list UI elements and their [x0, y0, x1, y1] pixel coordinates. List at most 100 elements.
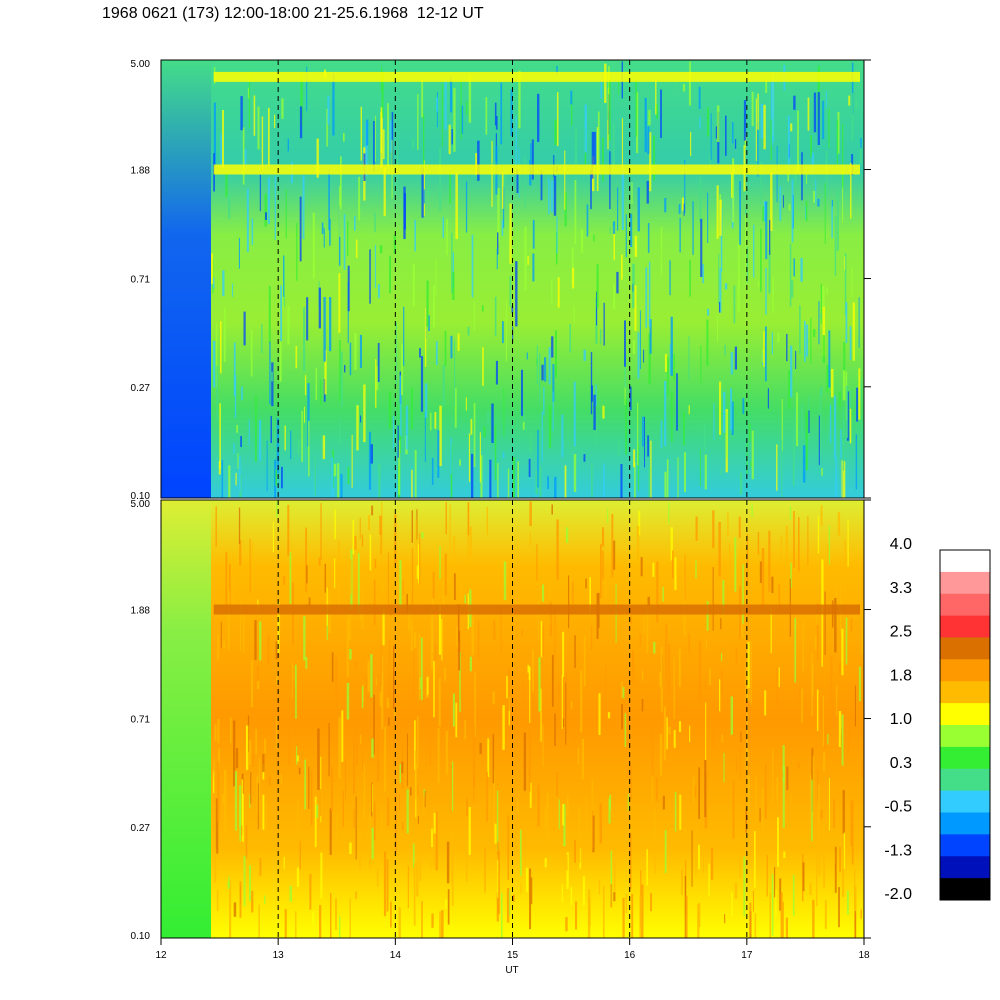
texture-streak — [450, 335, 453, 359]
texture-streak — [328, 168, 330, 231]
texture-streak — [465, 397, 467, 411]
texture-streak — [294, 664, 297, 719]
texture-streak — [341, 710, 344, 762]
texture-streak — [638, 510, 641, 536]
texture-streak — [689, 725, 691, 743]
texture-streak — [314, 457, 316, 497]
texture-streak — [818, 852, 821, 876]
texture-streak — [665, 623, 668, 682]
texture-streak — [798, 687, 802, 728]
texture-streak — [329, 808, 332, 855]
texture-streak — [359, 831, 361, 870]
texture-streak — [291, 662, 294, 699]
texture-streak — [845, 617, 848, 665]
texture-streak — [319, 905, 322, 938]
texture-streak — [414, 219, 416, 252]
texture-streak — [697, 904, 700, 938]
texture-streak — [505, 301, 508, 362]
texture-streak — [589, 577, 591, 613]
texture-streak — [829, 404, 832, 444]
texture-streak — [497, 859, 499, 898]
texture-streak — [602, 405, 605, 419]
texture-streak — [433, 813, 436, 834]
texture-streak — [414, 750, 417, 799]
texture-streak — [459, 459, 461, 466]
texture-streak — [363, 764, 366, 822]
texture-streak — [347, 281, 349, 344]
texture-streak — [731, 892, 733, 916]
texture-streak — [285, 188, 287, 239]
texture-streak — [787, 172, 789, 182]
texture-streak — [381, 811, 383, 851]
texture-streak — [532, 219, 535, 249]
texture-streak — [662, 586, 664, 602]
texture-streak — [349, 649, 352, 660]
texture-streak — [267, 177, 270, 224]
texture-streak — [233, 443, 235, 454]
texture-streak — [353, 809, 355, 829]
texture-streak — [421, 167, 424, 218]
texture-streak — [229, 880, 232, 938]
texture-streak — [284, 909, 287, 938]
texture-streak — [639, 634, 642, 646]
texture-streak — [708, 863, 710, 897]
texture-streak — [660, 554, 662, 566]
texture-streak — [845, 386, 849, 438]
texture-streak — [650, 440, 652, 498]
texture-streak — [529, 501, 532, 527]
colorbar-label: 2.5 — [890, 624, 912, 641]
texture-streak — [544, 806, 547, 829]
texture-streak — [466, 798, 468, 817]
texture-streak — [745, 748, 748, 809]
texture-streak — [398, 907, 401, 938]
texture-streak — [858, 297, 860, 348]
texture-streak — [837, 112, 840, 154]
texture-streak — [826, 287, 828, 295]
texture-streak — [414, 720, 416, 771]
texture-streak — [565, 682, 567, 745]
texture-streak — [417, 94, 419, 150]
texture-streak — [772, 277, 774, 314]
texture-streak — [855, 434, 857, 490]
texture-streak — [468, 75, 472, 123]
texture-streak — [242, 127, 245, 185]
texture-streak — [624, 355, 627, 388]
texture-streak — [683, 203, 685, 216]
texture-streak — [842, 406, 845, 471]
texture-streak — [856, 387, 859, 422]
texture-streak — [774, 867, 776, 898]
texture-streak — [482, 347, 484, 386]
texture-streak — [600, 544, 602, 599]
texture-streak — [704, 454, 707, 490]
texture-streak — [373, 121, 375, 172]
texture-streak — [719, 199, 722, 236]
texture-streak — [453, 573, 456, 600]
texture-streak — [641, 699, 644, 712]
texture-streak — [249, 740, 252, 765]
texture-streak — [346, 682, 350, 720]
colorbar-swatch — [940, 834, 990, 857]
texture-streak — [636, 92, 639, 154]
texture-streak — [699, 116, 701, 129]
texture-streak — [646, 180, 649, 204]
texture-streak — [651, 711, 654, 777]
texture-streak — [585, 794, 587, 837]
texture-streak — [250, 772, 252, 804]
texture-streak — [591, 463, 593, 498]
colorbar-swatch — [940, 703, 990, 726]
texture-streak — [776, 777, 779, 800]
texture-streak — [765, 267, 767, 315]
texture-streak — [541, 411, 543, 462]
texture-streak — [361, 686, 364, 709]
texture-streak — [360, 106, 362, 161]
texture-streak — [613, 226, 615, 261]
texture-streak — [782, 901, 784, 938]
texture-streak — [329, 218, 331, 246]
texture-streak — [426, 676, 429, 698]
texture-streak — [304, 375, 307, 396]
texture-streak — [566, 795, 569, 816]
texture-streak — [507, 815, 510, 880]
texture-streak — [734, 882, 738, 899]
texture-streak — [489, 788, 491, 813]
texture-streak — [520, 884, 522, 894]
